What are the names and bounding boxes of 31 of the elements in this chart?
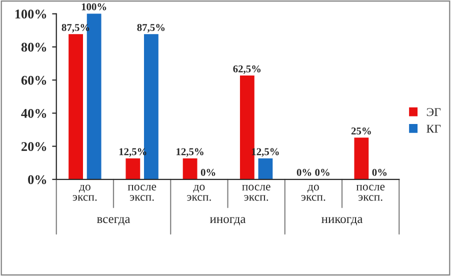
y-tick-label: 40%: [21, 108, 46, 118]
bar: [182, 158, 198, 180]
data-label: 25%: [351, 127, 371, 135]
data-label: 62,5%: [233, 65, 261, 74]
data-label: 0%: [315, 168, 330, 176]
x-tick-label: после эксп.: [128, 184, 156, 201]
data-label: 0%: [200, 168, 216, 176]
y-tick-label: 20%: [22, 142, 46, 152]
y-tick-label: 60%: [21, 76, 46, 85]
x-tick-label: после эксп.: [242, 184, 270, 201]
x-tick-label: до эксп.: [72, 184, 97, 201]
data-label: 100%: [82, 3, 106, 10]
data-label: 0%: [372, 168, 387, 176]
bar: [354, 138, 369, 180]
x-tick-label: до эксп.: [301, 184, 326, 201]
text: всегда: [96, 217, 130, 226]
y-tick-label: 100%: [15, 10, 46, 19]
data-label: 0%: [296, 168, 312, 176]
data-label: 12,5%: [176, 148, 204, 157]
y-tick-label: 80%: [21, 42, 46, 52]
text: иногда: [210, 217, 246, 226]
bar: [258, 158, 273, 180]
text: никогда: [322, 217, 363, 226]
data-label: 87,5%: [137, 24, 165, 33]
x-tick-label: после эксп.: [356, 184, 385, 201]
bar: [126, 158, 140, 180]
y-tick-label: 0%: [28, 175, 46, 184]
x-tick-label: до эксп.: [187, 184, 211, 201]
bar: [68, 34, 84, 180]
legend-label: КГ: [426, 124, 441, 133]
legend-label: ЭГ: [426, 108, 441, 116]
